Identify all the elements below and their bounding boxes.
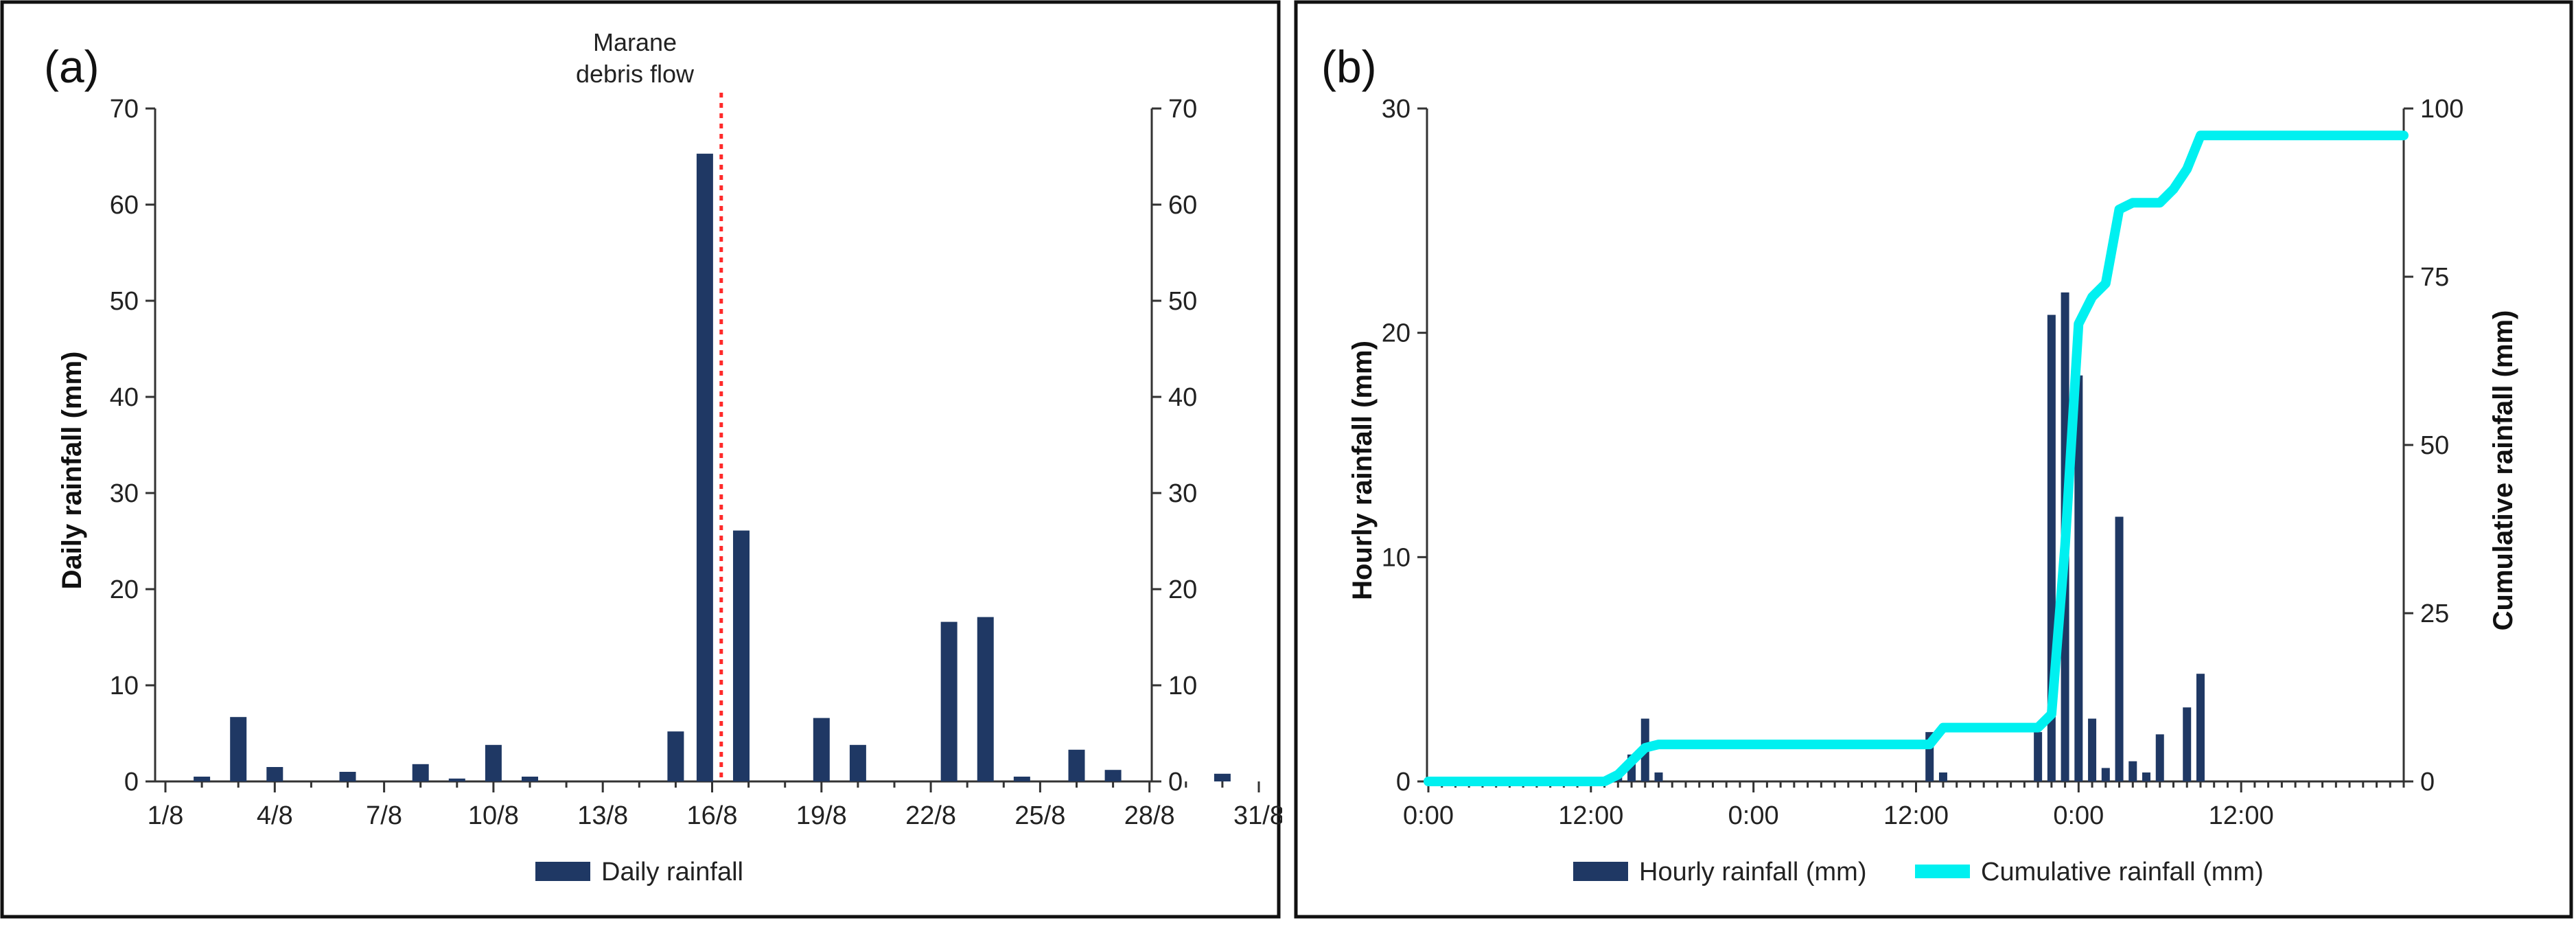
y-axis-label-left: Hourly rainfall (mm) (1347, 341, 1378, 600)
daily-rainfall-bar (696, 153, 713, 782)
daily-rainfall-bar (940, 621, 958, 781)
hourly-rainfall-bar (2115, 516, 2124, 781)
y-tick-label-right: 75 (2420, 263, 2449, 292)
x-tick-label: 16/8 (687, 801, 738, 830)
daily-rainfall-bar (849, 744, 866, 781)
daily-rainfall-bar (1104, 770, 1122, 781)
legend: Daily rainfall (535, 858, 743, 886)
y-tick-label-left: 20 (110, 575, 139, 604)
daily-rainfall-bar (1068, 749, 1085, 781)
daily-rainfall-bar (266, 767, 283, 781)
hourly-rainfall-bar (2155, 734, 2164, 781)
x-tick-label: 22/8 (905, 801, 956, 830)
daily-rainfall-bar (230, 717, 247, 781)
y-tick-label-left: 30 (110, 479, 139, 508)
x-tick-label: 0:00 (1403, 801, 1454, 830)
x-tick-label: 0:00 (2053, 801, 2104, 830)
daily-rainfall-bar (1013, 777, 1030, 781)
x-tick-label: 4/8 (257, 801, 293, 830)
y-axis-label: Daily rainfall (mm) (57, 352, 87, 590)
legend-swatch-daily (535, 862, 590, 881)
cumulative-rainfall-line (1424, 130, 2409, 786)
y-tick-label-left: 20 (1382, 319, 1411, 348)
hourly-rainfall-bar (2128, 761, 2137, 781)
hourly-rainfall-chart: (b) Hourly rainfall (mm) Cumulative rain… (1294, 0, 2573, 919)
x-tick-label: 19/8 (796, 801, 847, 830)
x-tick-label: 0:00 (1728, 801, 1779, 830)
x-tick-label: 12:00 (1558, 801, 1623, 830)
y-tick-label-right: 30 (1168, 479, 1197, 508)
hourly-rainfall-panel: (b) Hourly rainfall (mm) Cumulative rain… (1294, 0, 2576, 938)
x-tick-label: 7/8 (366, 801, 402, 830)
y-tick-label-left: 60 (110, 191, 139, 220)
x-tick-label: 1/8 (148, 801, 184, 830)
legend-label-cumulative: Cumulative rainfall (mm) (1981, 858, 2264, 886)
y-tick-label-right: 10 (1168, 672, 1197, 700)
daily-rainfall-bar (485, 744, 502, 781)
daily-rainfall-bar (412, 764, 429, 781)
y-axis-label-right: Cumulative rainfall (mm) (2488, 310, 2518, 631)
x-tick-label: 28/8 (1124, 801, 1175, 830)
daily-rainfall-chart: (a) Marane debris flow Daily rainfall (m… (0, 0, 1282, 919)
hourly-rainfall-bar (2196, 674, 2205, 781)
daily-rainfall-bar (667, 731, 684, 781)
y-tick-label-left: 70 (110, 95, 139, 124)
y-tick-label-right: 0 (2420, 768, 2435, 797)
panel-label-a: (a) (44, 41, 100, 92)
x-tick-label: 12:00 (1883, 801, 1949, 830)
legend: Hourly rainfall (mm) Cumulative rainfall… (1573, 858, 2264, 886)
panel-frame-b (1294, 0, 2573, 919)
annotation-line-2: debris flow (576, 60, 695, 88)
daily-rainfall-bar (1214, 773, 1231, 781)
legend-label-daily: Daily rainfall (601, 858, 743, 886)
y-tick-label-left: 30 (1382, 95, 1411, 124)
legend-label-hourly: Hourly rainfall (mm) (1639, 858, 1866, 886)
y-tick-label-left: 0 (1396, 768, 1411, 797)
hourly-rainfall-bar (2074, 375, 2083, 781)
hourly-rainfall-bar (2183, 707, 2192, 781)
y-tick-label-right: 0 (1168, 768, 1183, 797)
hourly-rainfall-bar (2088, 718, 2097, 781)
hourly-rainfall-bar (2101, 768, 2110, 781)
y-tick-label-right: 70 (1168, 95, 1197, 124)
panel-label-b: (b) (1321, 41, 1377, 92)
hourly-rainfall-bar (2034, 732, 2043, 781)
y-tick-label-right: 100 (2420, 95, 2463, 124)
y-tick-label-right: 50 (2420, 431, 2449, 460)
daily-rainfall-bar (339, 772, 356, 781)
y-tick-label-right: 20 (1168, 575, 1197, 604)
hourly-rainfall-bar (1938, 772, 1947, 781)
x-tick-label: 12:00 (2209, 801, 2274, 830)
y-tick-label-right: 40 (1168, 383, 1197, 412)
x-tick-label: 31/8 (1233, 801, 1282, 830)
daily-rainfall-bar (732, 530, 750, 781)
hourly-rainfall-bar (1654, 772, 1663, 781)
daily-rainfall-bar (448, 778, 465, 781)
panel-frame-a (0, 0, 1281, 919)
x-tick-label: 10/8 (468, 801, 519, 830)
y-tick-label-left: 40 (110, 383, 139, 412)
x-tick-label: 25/8 (1014, 801, 1065, 830)
daily-rainfall-panel: (a) Marane debris flow Daily rainfall (m… (0, 0, 1282, 938)
y-tick-label-right: 60 (1168, 191, 1197, 220)
y-tick-label-right: 25 (2420, 599, 2449, 628)
annotation-line-1: Marane (593, 28, 677, 56)
y-tick-label-right: 50 (1168, 287, 1197, 316)
hourly-rainfall-bar (2142, 772, 2151, 781)
y-tick-label-left: 50 (110, 287, 139, 316)
legend-swatch-hourly (1573, 862, 1628, 881)
daily-rainfall-bar (194, 777, 211, 781)
y-tick-label-left: 0 (124, 768, 139, 797)
daily-rainfall-bar (813, 718, 830, 781)
daily-rainfall-bar (977, 617, 994, 781)
y-tick-label-left: 10 (110, 672, 139, 700)
y-tick-label-left: 10 (1382, 543, 1411, 572)
daily-rainfall-bar (522, 777, 538, 781)
x-tick-label: 13/8 (577, 801, 628, 830)
